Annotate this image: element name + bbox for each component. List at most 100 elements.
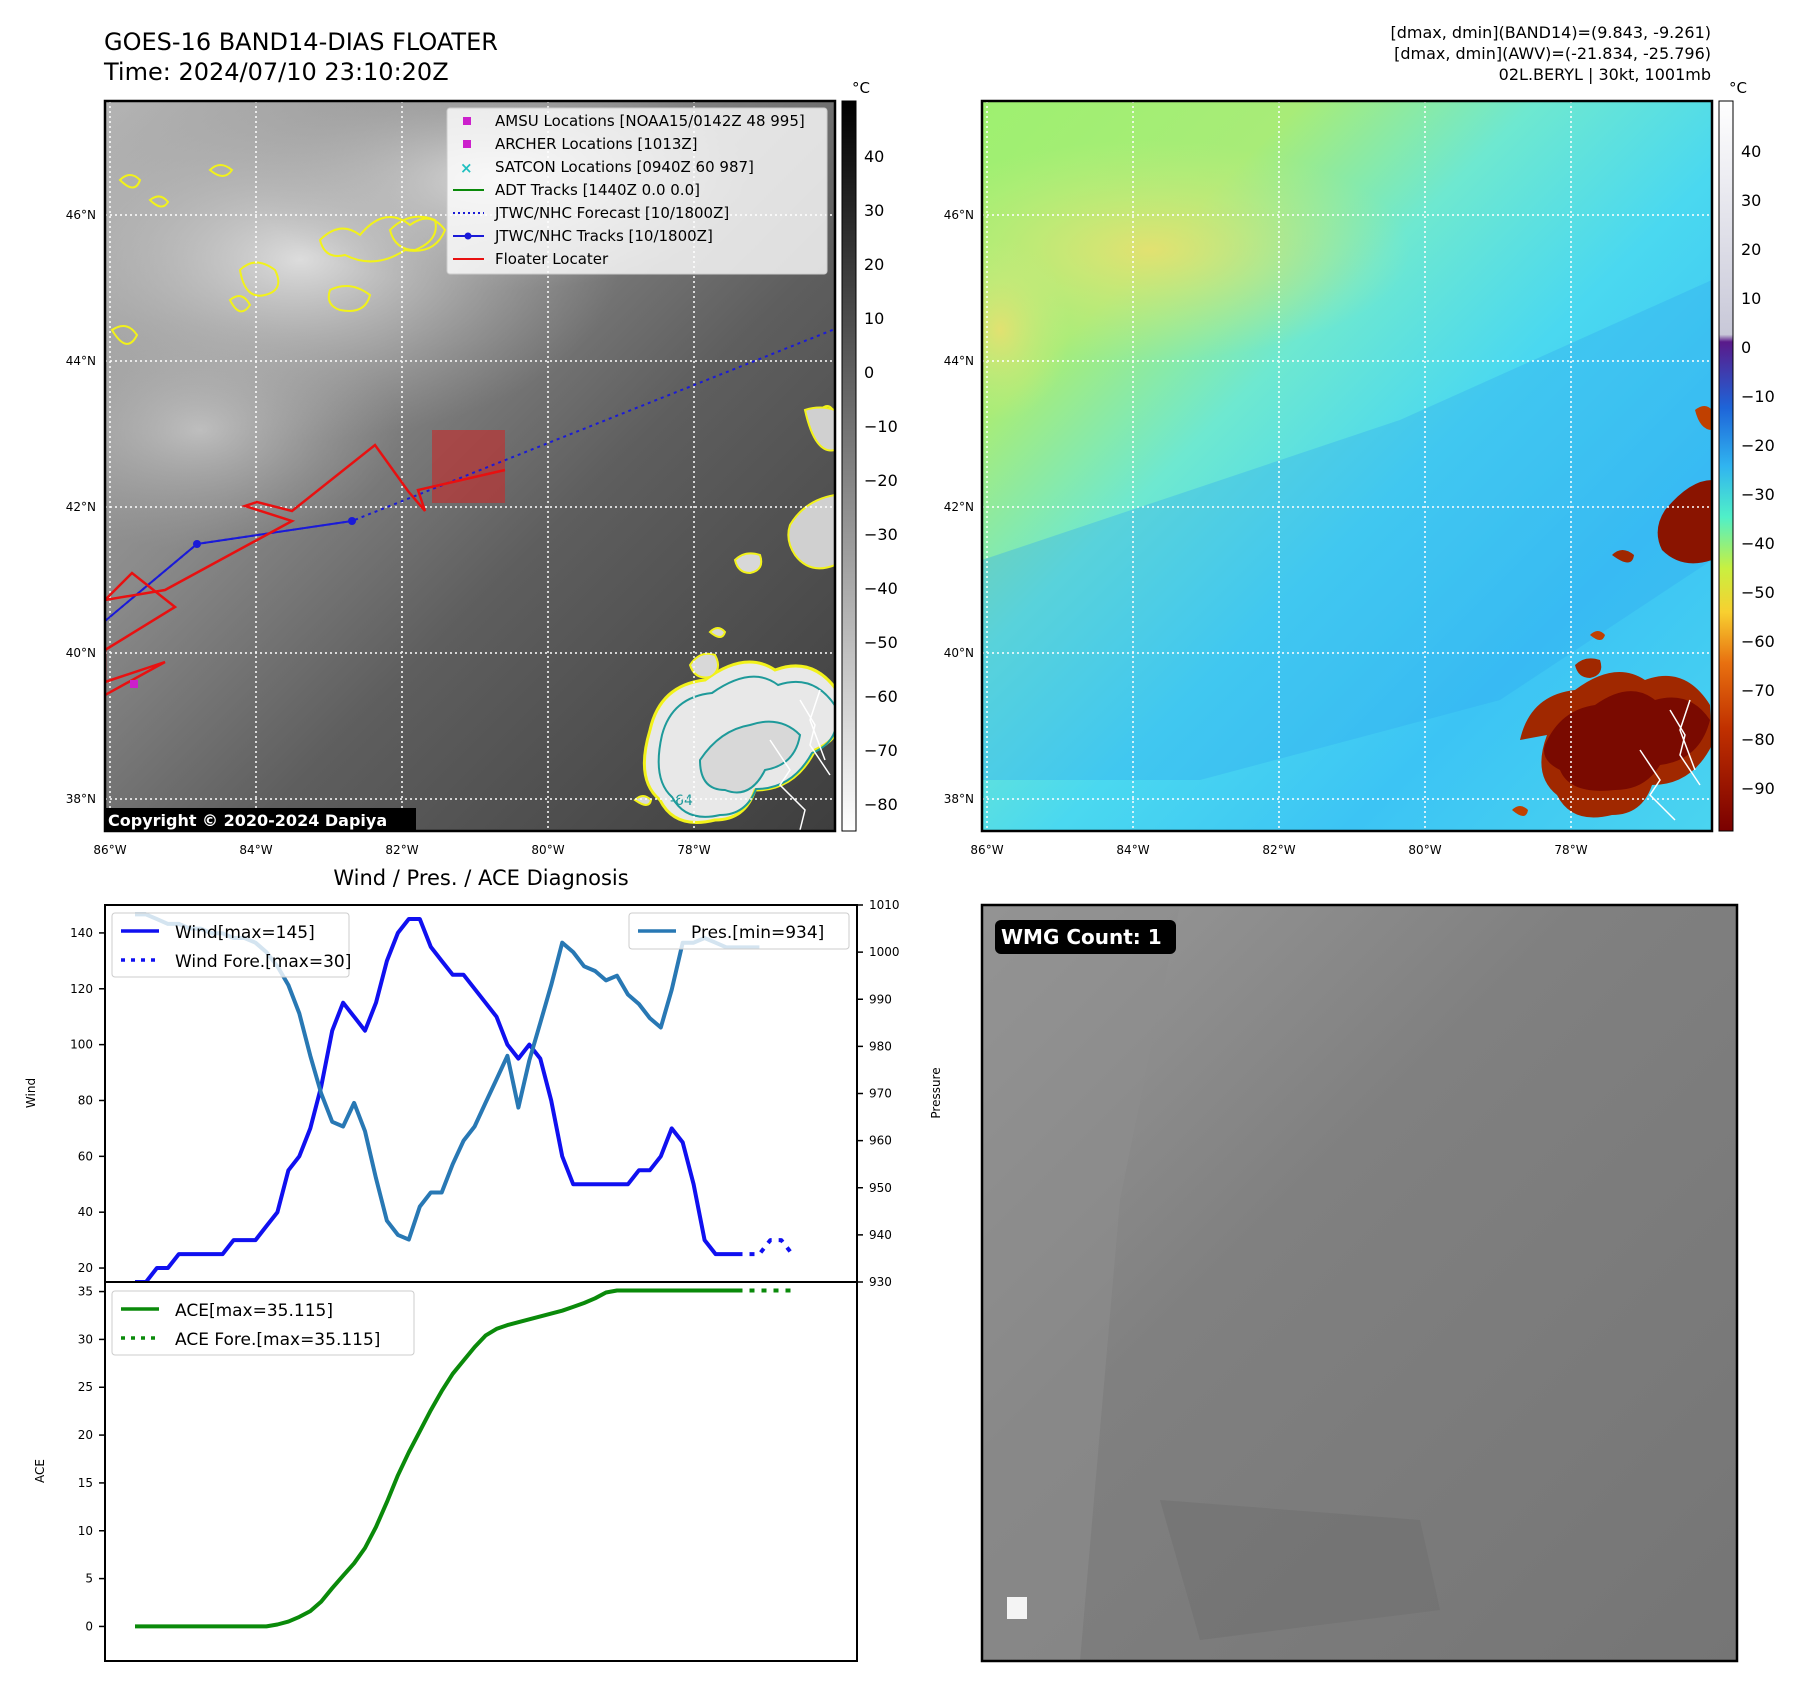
ace-chart: ACE 35 30 25 20 15 10 5 0 ACE[max=35.115] ACE F…	[33, 1281, 858, 1662]
svg-text:−20: −20	[1741, 436, 1775, 455]
legend-ace: ACE[max=35.115]	[175, 1301, 333, 1321]
svg-text:82°W: 82°W	[1262, 843, 1295, 857]
pressure-y-tick-label: 950	[869, 1181, 892, 1195]
ace-series-layer	[135, 1288, 793, 1629]
wv-lon-labels: 86°W 84°W 82°W 80°W 78°W	[970, 843, 1587, 857]
svg-text:80°W: 80°W	[531, 843, 564, 857]
wind-y-ticks: 140 120 100 80 60 40 20	[70, 926, 105, 1275]
pressure-y-tick-label: 940	[869, 1228, 892, 1242]
svg-text:40: 40	[1741, 142, 1761, 161]
wv-cold-cloud	[1512, 406, 1712, 818]
coastline	[1639, 699, 1701, 821]
wv-panel: 46°N 44°N 42°N 40°N 38°N 86°W 84°W 82°W …	[944, 79, 1775, 857]
pressure-y-tick-label: 980	[869, 1039, 892, 1053]
x-marker-icon: ×	[460, 159, 473, 177]
wv-colorbar-ticks: 40 30 20 10 0 −10 −20 −30 −40 −50 −60 −7…	[1741, 142, 1775, 798]
floater-box	[432, 430, 505, 503]
svg-text:84°W: 84°W	[239, 843, 272, 857]
legend-jtwc-forecast: JTWC/NHC Forecast [10/1800Z]	[494, 204, 729, 222]
svg-text:10: 10	[1741, 289, 1761, 308]
wmg-frame	[980, 903, 1739, 1663]
svg-text:−70: −70	[864, 741, 898, 760]
svg-text:78°W: 78°W	[677, 843, 710, 857]
pressure-axis-label: Pressure	[929, 1067, 943, 1118]
wind-y-tick-label: 100	[70, 1038, 93, 1052]
ace-legend: ACE[max=35.115] ACE Fore.[max=35.115]	[111, 1290, 415, 1356]
ace-y-tick-label: 5	[85, 1572, 93, 1586]
ir-lat-labels: 46°N 44°N 42°N 40°N 38°N	[66, 208, 96, 806]
band14-range: [dmax, dmin](BAND14)=(9.843, -9.261)	[1391, 23, 1712, 42]
svg-text:40: 40	[864, 147, 884, 166]
figure-time: Time: 2024/07/10 23:10:20Z	[103, 58, 449, 86]
square-marker-icon	[463, 140, 471, 148]
pressure-y-tick-label: 930	[869, 1275, 892, 1289]
svg-text:38°N: 38°N	[66, 792, 96, 806]
ace-y-tick-label: 35	[78, 1285, 93, 1299]
svg-text:20: 20	[864, 255, 884, 274]
wmg-panel: WMG Count: 1	[980, 903, 1739, 1663]
wind-pressure-chart: Wind / Pres. / ACE Diagnosis Wind Pressu…	[24, 866, 943, 1289]
wv-gridlines	[982, 101, 1712, 831]
svg-text:−10: −10	[864, 417, 898, 436]
wind-y-tick-label: 20	[78, 1261, 93, 1275]
svg-text:−80: −80	[1741, 730, 1775, 749]
svg-text:30: 30	[864, 201, 884, 220]
svg-text:−60: −60	[864, 687, 898, 706]
svg-text:82°W: 82°W	[385, 843, 418, 857]
svg-text:−60: −60	[1741, 632, 1775, 651]
ace-y-tick-label: 20	[78, 1428, 93, 1442]
pressure-y-tick-label: 960	[869, 1134, 892, 1148]
svg-text:40°N: 40°N	[66, 646, 96, 660]
wind-y-tick-label: 120	[70, 982, 93, 996]
ir-colorbar-ticks: 40 30 20 10 0 −10 −20 −30 −40 −50 −60 −7…	[864, 147, 898, 814]
ir-panel: -64	[66, 79, 898, 857]
legend-pressure: Pres.[min=934]	[691, 923, 824, 943]
svg-text:46°N: 46°N	[944, 208, 974, 222]
svg-text:44°N: 44°N	[944, 354, 974, 368]
svg-text:−50: −50	[864, 633, 898, 652]
ace-y-tick-label: 0	[85, 1619, 93, 1633]
yellow-contours	[110, 164, 835, 420]
wmg-badge	[995, 920, 1176, 954]
svg-text:38°N: 38°N	[944, 792, 974, 806]
square-marker-icon	[463, 117, 471, 125]
ir-legend: AMSU Locations [NOAA15/0142Z 48 995] ARC…	[446, 107, 828, 275]
pressure-y-tick-label: 1010	[869, 898, 900, 912]
storm-info: 02L.BERYL | 30kt, 1001mb	[1499, 65, 1711, 84]
svg-text:40°N: 40°N	[944, 646, 974, 660]
ace-y-ticks: 35 30 25 20 15 10 5 0	[78, 1285, 105, 1633]
legend-satcon: SATCON Locations [0940Z 60 987]	[495, 158, 754, 176]
ace-y-tick-label: 15	[78, 1476, 93, 1490]
ir-lon-labels: 86°W 84°W 82°W 80°W 78°W	[93, 843, 710, 857]
svg-text:−90: −90	[1741, 779, 1775, 798]
convective-cluster: -64	[633, 406, 835, 824]
svg-text:0: 0	[1741, 338, 1751, 357]
legend-archer: ARCHER Locations [1013Z]	[495, 135, 698, 153]
wv-colorbar-unit: °C	[1729, 79, 1747, 97]
floater-track	[105, 443, 506, 697]
ace-y-tick-label: 25	[78, 1380, 93, 1394]
svg-text:−10: −10	[1741, 387, 1775, 406]
svg-text:−40: −40	[864, 579, 898, 598]
svg-text:42°N: 42°N	[66, 500, 96, 514]
svg-text:−30: −30	[1741, 485, 1775, 504]
jtwc-track-point	[193, 540, 201, 548]
contour-label: -64	[670, 793, 693, 809]
legend-floater: Floater Locater	[495, 250, 609, 268]
svg-text:86°W: 86°W	[970, 843, 1003, 857]
copyright-label: Copyright © 2020-2024 Dapiya	[108, 811, 387, 830]
ir-colorbar-unit: °C	[852, 79, 870, 97]
svg-text:−30: −30	[864, 525, 898, 544]
svg-text:10: 10	[864, 309, 884, 328]
pressure-y-ticks: 1010 1000 990 980 970 960 950 940 930	[857, 898, 900, 1289]
wind-legend: Wind[max=145] Wind Fore.[max=30]	[111, 912, 351, 978]
svg-text:46°N: 46°N	[66, 208, 96, 222]
svg-text:−70: −70	[1741, 681, 1775, 700]
wind-y-tick-label: 80	[78, 1093, 93, 1107]
ace-series-line	[135, 1288, 738, 1629]
wind-series-line	[135, 917, 738, 1282]
svg-text:20: 20	[1741, 240, 1761, 259]
wmg-marker	[1007, 1597, 1027, 1619]
svg-text:80°W: 80°W	[1408, 843, 1441, 857]
ace-axis-label: ACE	[33, 1459, 47, 1483]
